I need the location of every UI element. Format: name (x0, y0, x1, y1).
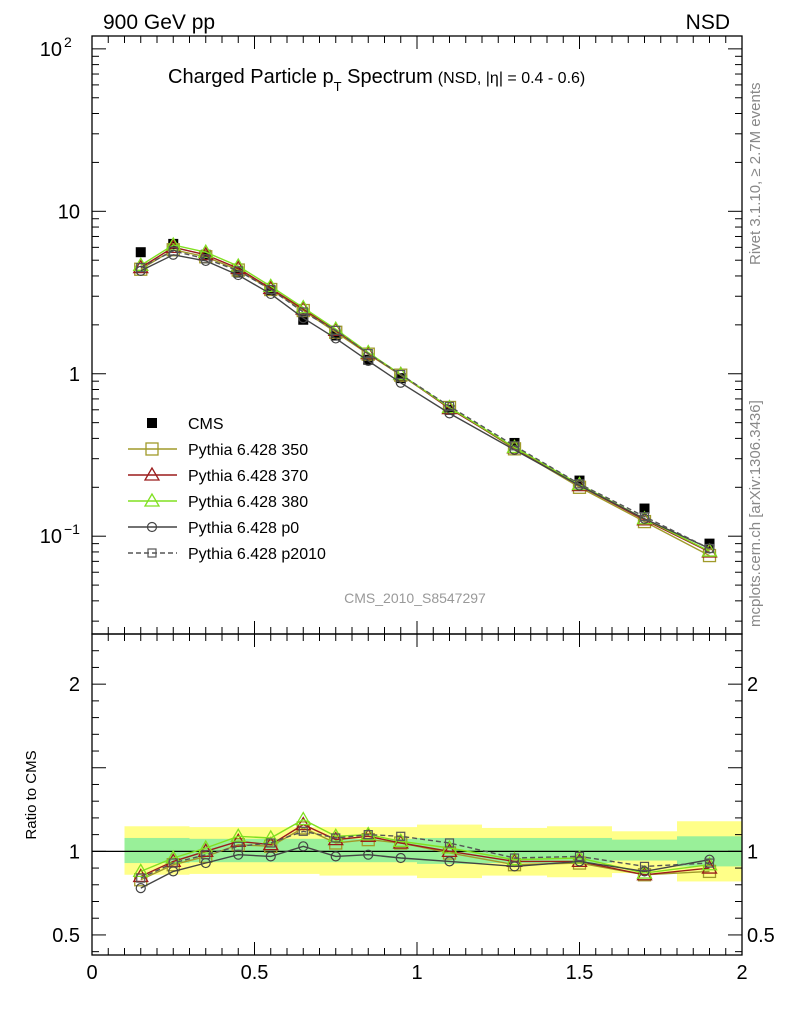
x-tick-label: 2 (736, 962, 747, 984)
y-tick-label: 1 (69, 364, 80, 386)
band-inner (125, 838, 158, 863)
header-right: NSD (686, 11, 730, 34)
chart-title-rest: Spectrum (342, 66, 433, 88)
chart-title-note: (NSD, |η| = 0.4 - 0.6) (438, 70, 585, 87)
chart-title-main: Charged Particle p (168, 66, 334, 88)
band-inner (612, 840, 677, 861)
legend-item-p350: Pythia 6.428 350 (128, 442, 308, 459)
y-tick-label-right: 1 (747, 841, 758, 863)
legend-marker-p380 (145, 494, 159, 506)
band-inner (255, 839, 288, 862)
chart-title-sub: T (334, 79, 342, 94)
legend-label-p370: Pythia 6.428 370 (188, 468, 308, 485)
y-tick-label-right: 2 (747, 674, 758, 696)
ratio-frame (92, 634, 742, 955)
legend-label-p350: Pythia 6.428 350 (188, 442, 308, 459)
x-tick-label: 0.5 (241, 962, 269, 984)
data-point-p0 (136, 884, 145, 893)
legend-marker-p370 (145, 468, 159, 480)
rivet-label: Rivet 3.1.10, ≥ 2.7M events (747, 83, 764, 266)
legend-label-p0: Pythia 6.428 p0 (188, 520, 299, 537)
y-tick-label: 10 (40, 526, 62, 548)
y-tick-label-right: 0.5 (747, 925, 775, 947)
header-left: 900 GeV pp (103, 11, 215, 34)
mcplots-label: mcplots.cern.ch [arXiv:1306.3436] (747, 400, 764, 627)
data-point-cms-shape (136, 247, 146, 257)
legend-item-p0: Pythia 6.428 p0 (128, 520, 299, 537)
legend-item-p2010: Pythia 6.428 p2010 (128, 546, 326, 563)
legend-marker-cms-shape (147, 418, 157, 428)
legend-label-cms: CMS (188, 416, 224, 433)
x-tick-label: 1.5 (566, 962, 594, 984)
legend-item-p370: Pythia 6.428 370 (128, 468, 308, 485)
legend-label-p2010: Pythia 6.428 p2010 (188, 546, 326, 563)
legend-marker-p380-shape (145, 494, 159, 506)
legend-label-p380: Pythia 6.428 380 (188, 494, 308, 511)
main-panel: Charged Particle pT Spectrum (NSD, |η| = … (40, 34, 742, 634)
y-tick-label: 0.5 (52, 925, 80, 947)
x-tick-label: 1 (411, 962, 422, 984)
ratio-panel: 0.5 0.5 1 1 2 2 0 0.5 1 1.5 2 Ratio to CMS (23, 634, 775, 984)
y-tick-label: 2 (69, 674, 80, 696)
legend-item-cms: CMS (147, 416, 224, 433)
legend: CMS Pythia 6.428 350 Pythia 6.428 370 Pythi… (128, 416, 326, 563)
watermark: CMS_2010_S8547297 (344, 590, 486, 606)
legend-marker-cms (147, 418, 157, 428)
y-tick-label: 1 (69, 841, 80, 863)
legend-marker-p370-shape (145, 468, 159, 480)
y-tick-label: 10 (40, 39, 62, 61)
series-p350 (135, 244, 716, 562)
y-tick-label-exponent: 2 (64, 34, 72, 50)
chart-title: Charged Particle pT Spectrum (NSD, |η| = … (168, 66, 585, 94)
x-tick-label: 0 (86, 962, 97, 984)
y-tick-label-exponent: −1 (64, 521, 80, 537)
y-tick-label: 10 (58, 201, 80, 223)
ratio-ylabel: Ratio to CMS (23, 750, 40, 839)
main-frame (92, 36, 742, 634)
data-point-p0-shape (136, 884, 145, 893)
data-point-cms (136, 247, 146, 257)
legend-item-p380: Pythia 6.428 380 (128, 494, 308, 511)
